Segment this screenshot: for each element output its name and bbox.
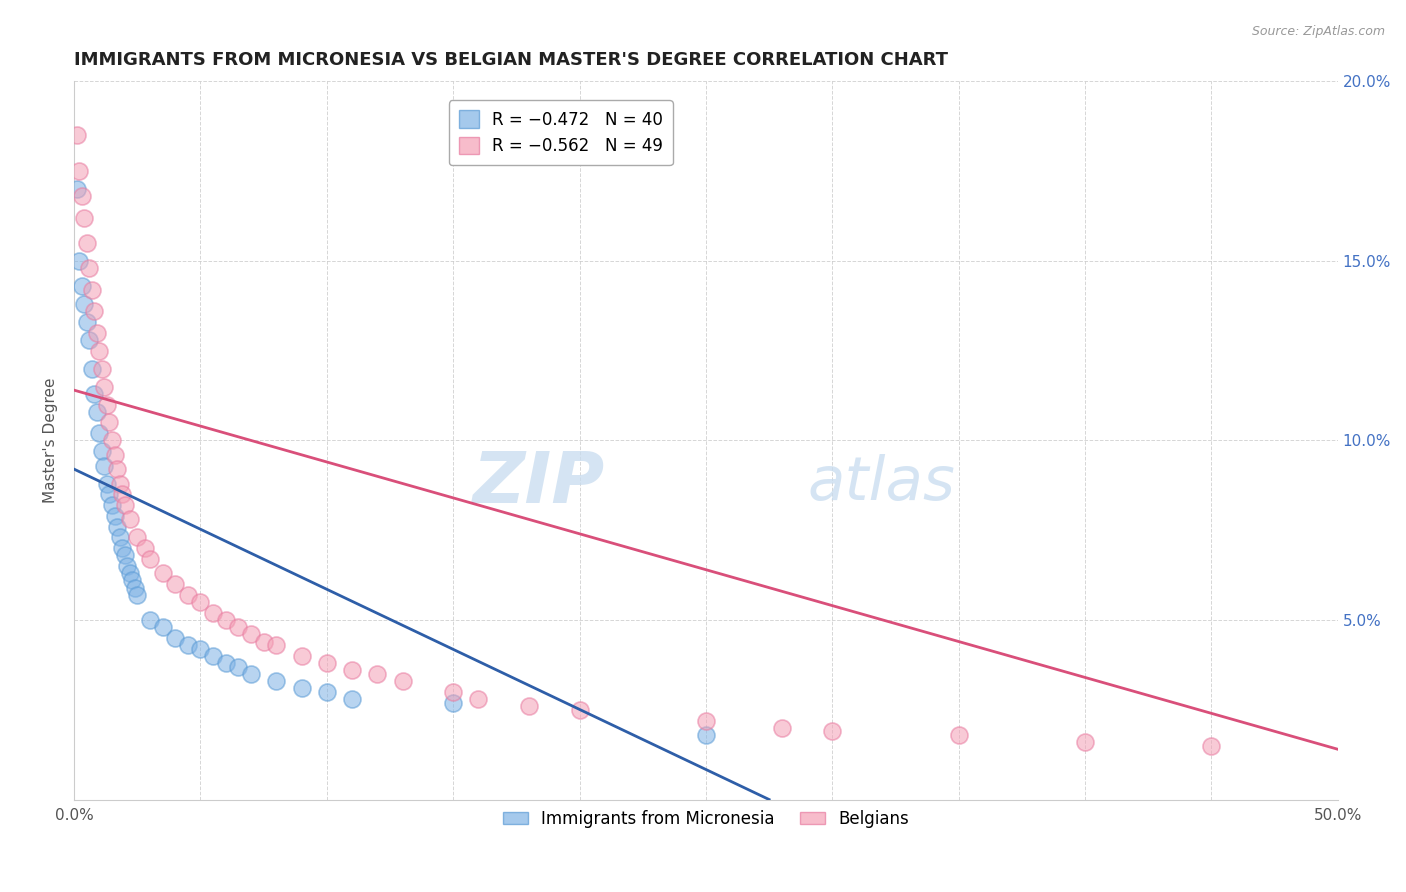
Point [98, 487, 121, 501]
Point [114, 498, 136, 512]
Point [177, 638, 200, 652]
Point [86, 405, 108, 419]
Point [134, 541, 156, 556]
Point [366, 666, 388, 681]
Point [821, 724, 844, 739]
Point [77, 261, 100, 276]
Point [108, 476, 131, 491]
Point [76, 315, 98, 329]
Point [111, 487, 134, 501]
Point [67, 164, 90, 178]
Point [948, 728, 970, 742]
Point [90, 361, 112, 376]
Point [77, 333, 100, 347]
Point [127, 588, 149, 602]
Point [124, 581, 146, 595]
Point [118, 566, 141, 581]
Point [114, 549, 136, 563]
Point [1074, 735, 1097, 749]
Point [202, 648, 225, 663]
Point [103, 508, 125, 523]
Point [190, 641, 212, 656]
Point [101, 434, 124, 448]
Point [190, 595, 212, 609]
Point [108, 530, 131, 544]
Point [67, 253, 90, 268]
Point [93, 458, 115, 473]
Point [441, 696, 464, 710]
Point [228, 620, 250, 634]
Point [391, 673, 413, 688]
Point [65, 182, 87, 196]
Point [127, 530, 149, 544]
Text: atlas: atlas [807, 454, 955, 513]
Point [105, 519, 128, 533]
Point [96, 476, 118, 491]
Point [98, 416, 121, 430]
Legend: Immigrants from Micronesia, Belgians: Immigrants from Micronesia, Belgians [496, 803, 915, 834]
Y-axis label: Master's Degree: Master's Degree [44, 377, 58, 503]
Point [340, 663, 363, 677]
Point [165, 631, 187, 645]
Point [266, 638, 288, 652]
Point [568, 703, 591, 717]
Point [65, 128, 87, 143]
Point [290, 681, 312, 696]
Point [73, 297, 96, 311]
Point [290, 648, 312, 663]
Point [695, 728, 717, 742]
Point [105, 462, 128, 476]
Point [70, 279, 93, 293]
Point [80, 283, 103, 297]
Point [240, 627, 263, 641]
Point [76, 235, 98, 250]
Point [152, 620, 174, 634]
Text: IMMIGRANTS FROM MICRONESIA VS BELGIAN MASTER'S DEGREE CORRELATION CHART: IMMIGRANTS FROM MICRONESIA VS BELGIAN MA… [75, 51, 948, 69]
Point [90, 444, 112, 458]
Point [340, 692, 363, 706]
Point [121, 574, 143, 588]
Point [152, 566, 174, 581]
Point [83, 386, 105, 401]
Point [86, 326, 108, 340]
Point [165, 577, 187, 591]
Point [103, 448, 125, 462]
Point [80, 361, 103, 376]
Point [83, 304, 105, 318]
Point [139, 552, 162, 566]
Point [101, 498, 124, 512]
Point [202, 606, 225, 620]
Point [215, 613, 238, 627]
Point [467, 692, 489, 706]
Point [240, 666, 263, 681]
Point [215, 656, 238, 670]
Point [70, 189, 93, 203]
Point [115, 559, 138, 574]
Point [93, 379, 115, 393]
Point [695, 714, 717, 728]
Text: ZIP: ZIP [472, 449, 605, 518]
Point [228, 659, 250, 673]
Point [177, 588, 200, 602]
Point [89, 343, 111, 358]
Point [770, 721, 793, 735]
Point [111, 541, 134, 556]
Point [118, 512, 141, 526]
Point [517, 699, 540, 714]
Point [441, 685, 464, 699]
Point [89, 426, 111, 441]
Text: Source: ZipAtlas.com: Source: ZipAtlas.com [1251, 25, 1385, 38]
Point [266, 673, 288, 688]
Point [73, 211, 96, 225]
Point [253, 634, 276, 648]
Point [96, 398, 118, 412]
Point [139, 613, 162, 627]
Point [1201, 739, 1223, 753]
Point [315, 685, 337, 699]
Point [315, 656, 337, 670]
